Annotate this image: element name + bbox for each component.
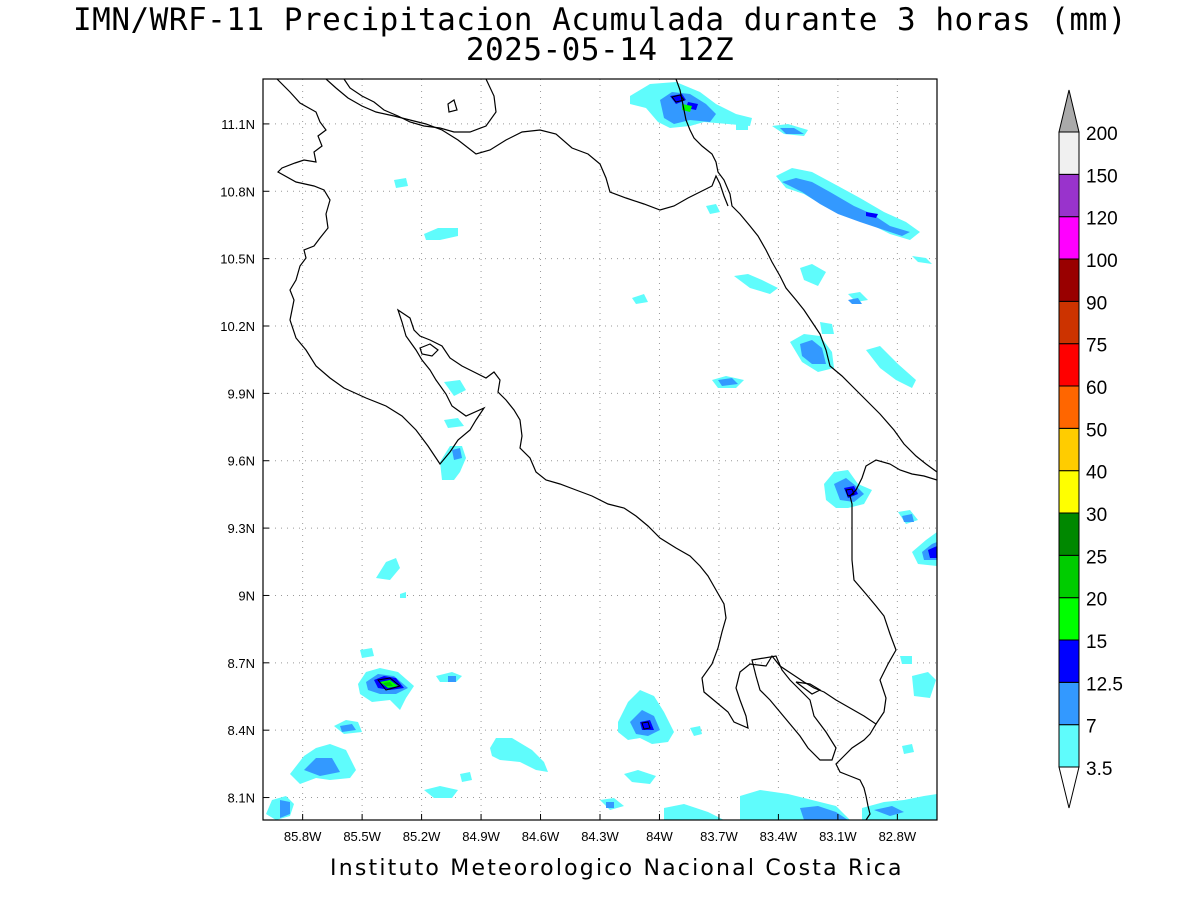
lake-nicaragua-shore <box>343 79 497 133</box>
legend-label: 12.5 <box>1086 674 1123 695</box>
axis-ticks: 85.8W 85.5W 85.2W 84.9W 84.6W 84.3W 84W 83.7W 83… <box>220 117 917 844</box>
legend-label: 20 <box>1086 590 1107 611</box>
nicaragua-cr-border <box>325 79 729 211</box>
nicoya-island <box>419 343 439 357</box>
lon-tick-label: 84.3W <box>581 829 619 844</box>
legend-label: 7 <box>1086 717 1097 738</box>
legend-label: 120 <box>1086 209 1118 230</box>
lon-tick-label: 83.7W <box>700 829 738 844</box>
lon-tick-label: 84.9W <box>462 829 500 844</box>
legend-swatch <box>1058 258 1080 302</box>
legend-swatch <box>1058 639 1080 683</box>
costa-rica-panama-border <box>675 79 937 473</box>
legend-swatch <box>1058 597 1080 641</box>
legend-swatch <box>1058 427 1080 472</box>
lat-tick-label: 8.7N <box>228 656 255 671</box>
map-credit: Instituto Meteorologico Nacional Costa R… <box>330 856 904 881</box>
lat-tick-label: 9N <box>238 588 255 603</box>
legend-swatch <box>1058 216 1080 260</box>
legend-label: 40 <box>1086 463 1107 484</box>
lat-tick-label: 8.4N <box>228 723 255 738</box>
legend-label: 60 <box>1086 378 1107 399</box>
legend-swatch <box>1058 300 1080 345</box>
legend-swatch <box>1058 470 1080 514</box>
map-valid-time: 2025-05-14 12Z <box>465 32 735 68</box>
nicaragua-coast <box>276 79 877 820</box>
color-legend: 3.5 7 12.5 15 20 25 30 40 50 60 75 90 100 120 150 200 <box>1058 89 1123 809</box>
lat-tick-label: 8.1N <box>228 791 255 806</box>
lon-tick-label: 83.4W <box>760 829 798 844</box>
chiriqui-coast <box>849 459 937 725</box>
lat-tick-label: 10.2N <box>220 319 255 334</box>
lat-lon-grid <box>263 79 937 820</box>
legend-underflow-arrow <box>1058 766 1080 809</box>
legend-label: 200 <box>1086 124 1118 145</box>
legend-overflow-arrow <box>1058 89 1080 133</box>
legend-swatch <box>1058 385 1080 429</box>
legend-swatch <box>1058 512 1080 556</box>
lon-tick-label: 84.6W <box>522 829 560 844</box>
legend-swatch <box>1058 724 1080 768</box>
lat-tick-label: 10.5N <box>220 252 255 267</box>
legend-label: 50 <box>1086 420 1107 441</box>
coastlines <box>276 79 937 820</box>
legend-swatch <box>1058 173 1080 218</box>
legend-label: 75 <box>1086 336 1107 357</box>
lon-tick-label: 83.1W <box>819 829 857 844</box>
island-ometepe <box>447 99 458 113</box>
legend-swatch <box>1058 343 1080 387</box>
lon-tick-label: 84W <box>646 829 673 844</box>
golfo-dulce-inner <box>795 681 822 695</box>
precip-fields <box>266 82 937 820</box>
legend-label: 90 <box>1086 293 1107 314</box>
legend-swatch <box>1058 554 1080 599</box>
legend-swatch <box>1058 131 1080 175</box>
lat-tick-label: 11.1N <box>221 117 255 132</box>
legend-label: 15 <box>1086 632 1107 653</box>
lat-tick-label: 9.9N <box>228 386 255 401</box>
legend-label: 3.5 <box>1086 759 1112 780</box>
lat-tick-label: 9.3N <box>228 521 255 536</box>
map-title: IMN/WRF-11 Precipitacion Acumulada duran… <box>73 2 1127 38</box>
legend-label: 30 <box>1086 505 1107 526</box>
lat-tick-label: 10.8N <box>220 184 255 199</box>
legend-label: 100 <box>1086 251 1118 272</box>
osa-peninsula <box>751 655 837 761</box>
lon-tick-label: 85.5W <box>343 829 381 844</box>
legend-label: 150 <box>1086 166 1118 187</box>
lat-tick-label: 9.6N <box>228 454 255 469</box>
lon-tick-label: 85.8W <box>284 829 322 844</box>
lon-tick-label: 85.2W <box>403 829 441 844</box>
legend-swatch <box>1058 681 1080 726</box>
legend-label: 25 <box>1086 547 1107 568</box>
lon-tick-label: 82.8W <box>879 829 917 844</box>
